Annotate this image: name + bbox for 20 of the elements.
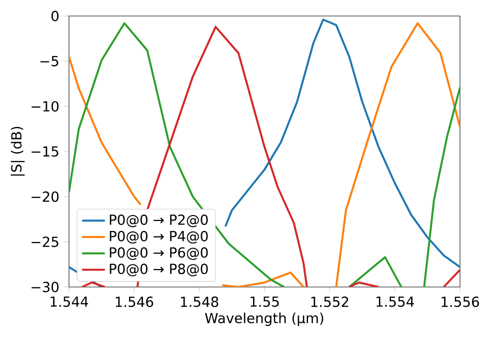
- y-tick-label: −10: [32, 101, 59, 112]
- y-tick-label: −15: [32, 146, 58, 157]
- y-axis-title: |S| (dB): [10, 126, 25, 176]
- y-tick-label: −20: [32, 191, 59, 202]
- x-tick-label: 1.556: [442, 296, 479, 308]
- x-axis-title: Wavelength (μm): [205, 312, 324, 326]
- y-tick-label: −5: [40, 56, 58, 66]
- x-tick-label: 1.554: [376, 296, 414, 307]
- y-tick-label: −30: [32, 282, 59, 292]
- x-tick-label: 1.55: [250, 296, 279, 307]
- legend-label: P0@0 → P4@0: [110, 230, 208, 244]
- y-tick-label: −25: [32, 236, 58, 248]
- legend-label: P0@0 → P8@0: [110, 264, 208, 276]
- legend-label: P0@0 → P6@0: [110, 247, 208, 260]
- x-tick-label: 1.548: [181, 296, 218, 308]
- x-tick-label: 1.544: [50, 296, 88, 307]
- x-tick-label: 1.546: [116, 296, 154, 308]
- y-tick-label: 0: [52, 10, 59, 22]
- legend-label: P0@0 → P2@0: [110, 214, 208, 228]
- x-tick-label: 1.552: [311, 296, 348, 308]
